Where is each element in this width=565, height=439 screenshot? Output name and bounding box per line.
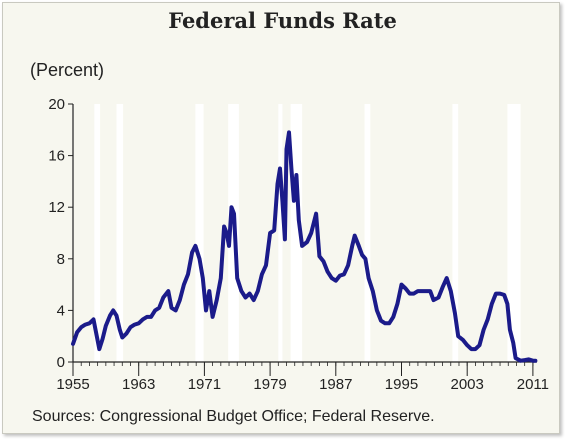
x-tick-label: 1955	[56, 376, 89, 393]
source-note: Sources: Congressional Budget Office; Fe…	[32, 408, 435, 425]
y-tick-label: 12	[48, 199, 65, 216]
y-tick-label: 20	[48, 96, 65, 113]
y-tick-label: 0	[57, 354, 65, 371]
recession-band-3	[195, 104, 204, 362]
x-tick-label: 1971	[188, 376, 221, 393]
y-tick-label: 16	[48, 148, 65, 165]
recession-band-5	[278, 104, 283, 362]
y-tick-label: 8	[57, 251, 65, 268]
x-tick-label: 1963	[122, 376, 155, 393]
recession-band-6	[290, 104, 303, 362]
tick-labels: 0 4 8 12 16 20 1955 1963 1971 1979 1987 1995 2003 201…	[48, 96, 549, 393]
x-tick-label: 2011	[517, 376, 549, 393]
axes	[68, 103, 537, 376]
x-tick-label: 1979	[253, 376, 286, 393]
recession-band-7	[364, 104, 371, 362]
recession-band-1	[94, 104, 101, 362]
x-tick-label: 1987	[319, 376, 352, 393]
x-tick-label: 1995	[385, 376, 418, 393]
recession-band-2	[116, 104, 124, 362]
chart-title: Federal Funds Rate	[168, 8, 397, 33]
y-tick-label: 4	[57, 302, 65, 319]
series-line-1	[71, 130, 538, 363]
recession-band-9	[507, 104, 521, 362]
recession-band-8	[452, 104, 459, 362]
y-axis-unit-label: (Percent)	[30, 60, 105, 80]
x-tick-label: 2003	[451, 376, 484, 393]
series-layer	[71, 130, 538, 363]
